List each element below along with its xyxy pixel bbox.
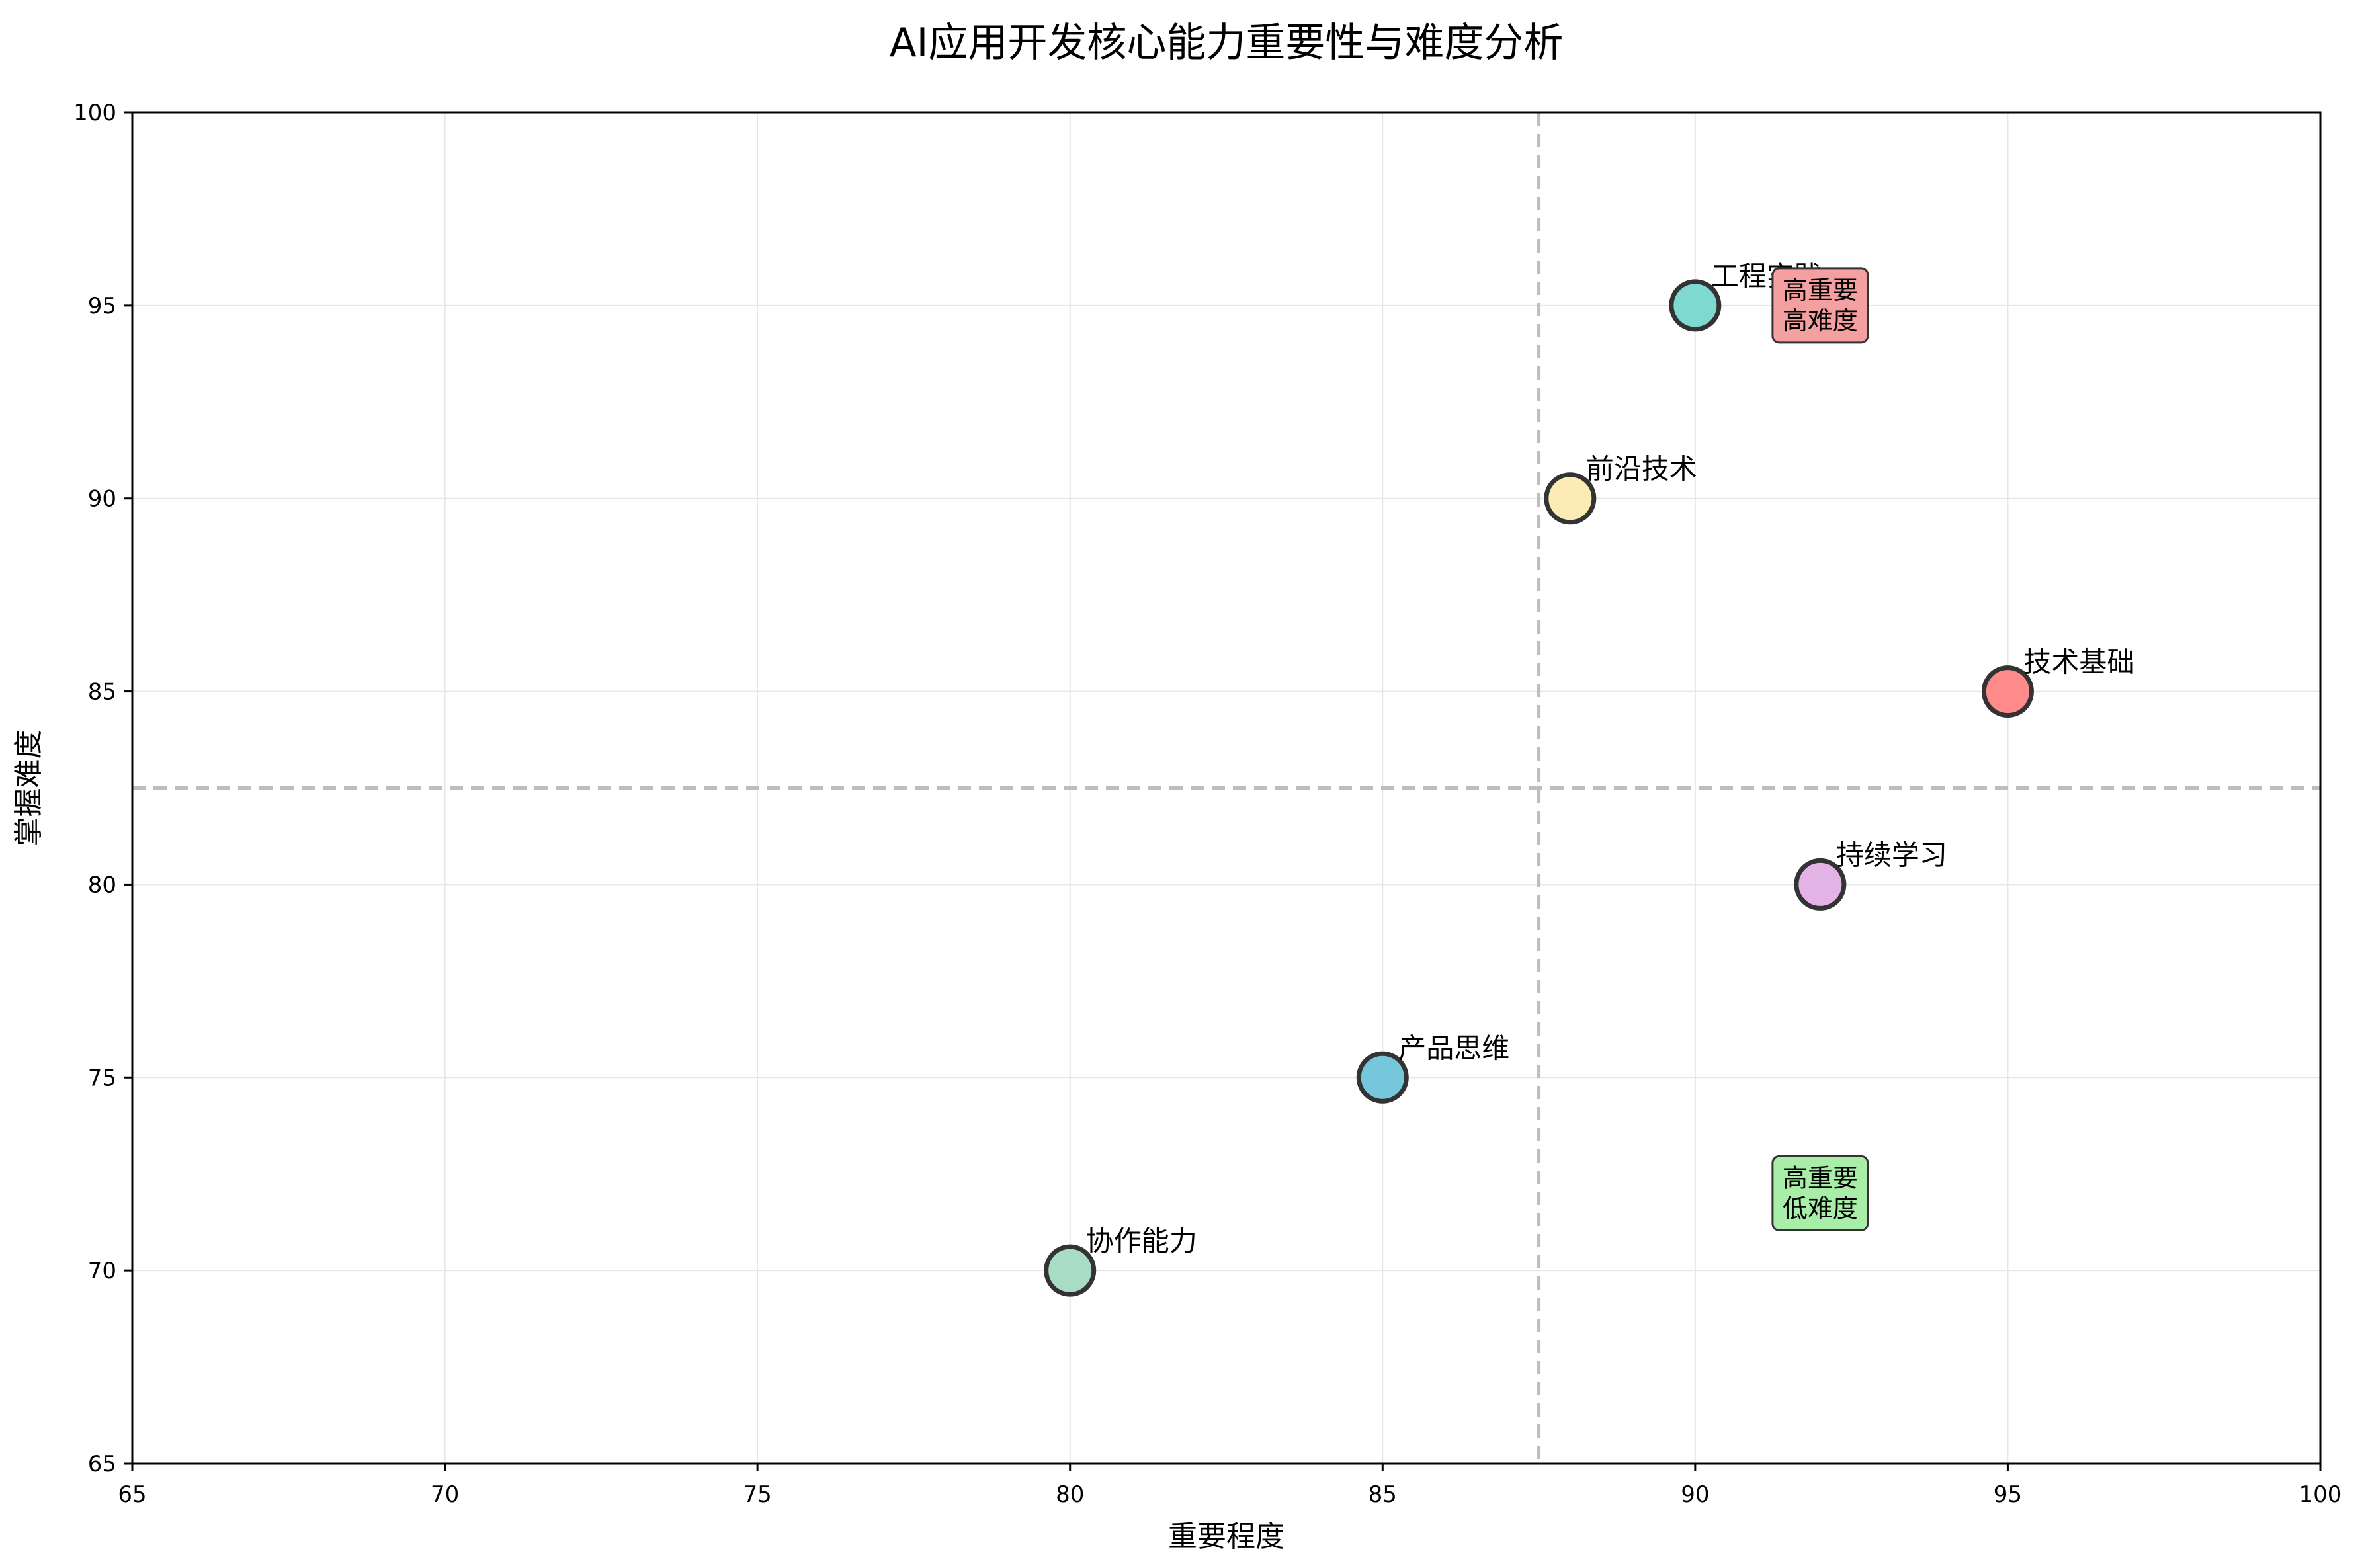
x-tick-label: 100 [2299, 1481, 2342, 1508]
scatter-marker [1981, 665, 2034, 718]
annotation-box [1771, 1155, 1869, 1231]
scatter-point: 技术基础 [1981, 646, 2134, 718]
grid-lines [132, 112, 2321, 1464]
reference-lines [132, 112, 2320, 1464]
x-tick-label: 95 [1994, 1481, 2022, 1508]
annotation-text: 低难度 [1783, 1194, 1858, 1223]
x-tick-label: 80 [1056, 1481, 1084, 1508]
y-tick-label: 70 [88, 1258, 116, 1284]
point-label: 技术基础 [2023, 646, 2134, 679]
y-tick-label: 85 [88, 679, 116, 706]
plot-frame [131, 111, 2322, 1465]
y-tick-label: 80 [88, 872, 116, 898]
scatter-marker [1669, 279, 1722, 332]
annotation-text: 高难度 [1783, 306, 1858, 335]
x-axis-label: 重要程度 [1168, 1520, 1285, 1553]
scatter-marker [1544, 472, 1597, 525]
y-tick-label: 100 [73, 100, 116, 126]
point-label: 产品思维 [1398, 1032, 1509, 1064]
chart-title: AI应用开发核心能力重要性与难度分析 [890, 20, 1564, 66]
scatter-point: 工程实践 [1669, 260, 1822, 332]
scatter-point: 协作能力 [1044, 1225, 1197, 1297]
annotation-text: 高重要 [1783, 276, 1858, 305]
axis-ticks: 65 70 75 80 85 90 95 100 65 70 75 80 85 90 95 100 [73, 100, 2341, 1508]
scatter-marker [1356, 1051, 1409, 1104]
y-tick-label: 95 [88, 293, 116, 319]
scatter-marker [1044, 1244, 1097, 1297]
x-tick-label: 75 [743, 1481, 772, 1508]
x-tick-label: 70 [431, 1481, 459, 1508]
point-label: 前沿技术 [1586, 453, 1697, 485]
y-tick-label: 65 [88, 1451, 116, 1477]
y-axis-label: 掌握难度 [12, 730, 46, 846]
annotation-text: 高重要 [1783, 1163, 1858, 1192]
scatter-marker [1794, 858, 1847, 911]
y-tick-label: 90 [88, 486, 116, 513]
x-tick-label: 65 [118, 1481, 146, 1508]
point-label: 协作能力 [1086, 1225, 1197, 1257]
scatter-point: 产品思维 [1356, 1032, 1509, 1104]
x-tick-label: 90 [1681, 1481, 1709, 1508]
scatter-point: 持续学习 [1794, 839, 1947, 911]
annotation-box [1771, 267, 1869, 344]
x-tick-label: 85 [1369, 1481, 1397, 1508]
y-tick-label: 75 [88, 1065, 116, 1091]
point-label: 持续学习 [1836, 839, 1947, 871]
scatter-point: 前沿技术 [1544, 453, 1697, 525]
